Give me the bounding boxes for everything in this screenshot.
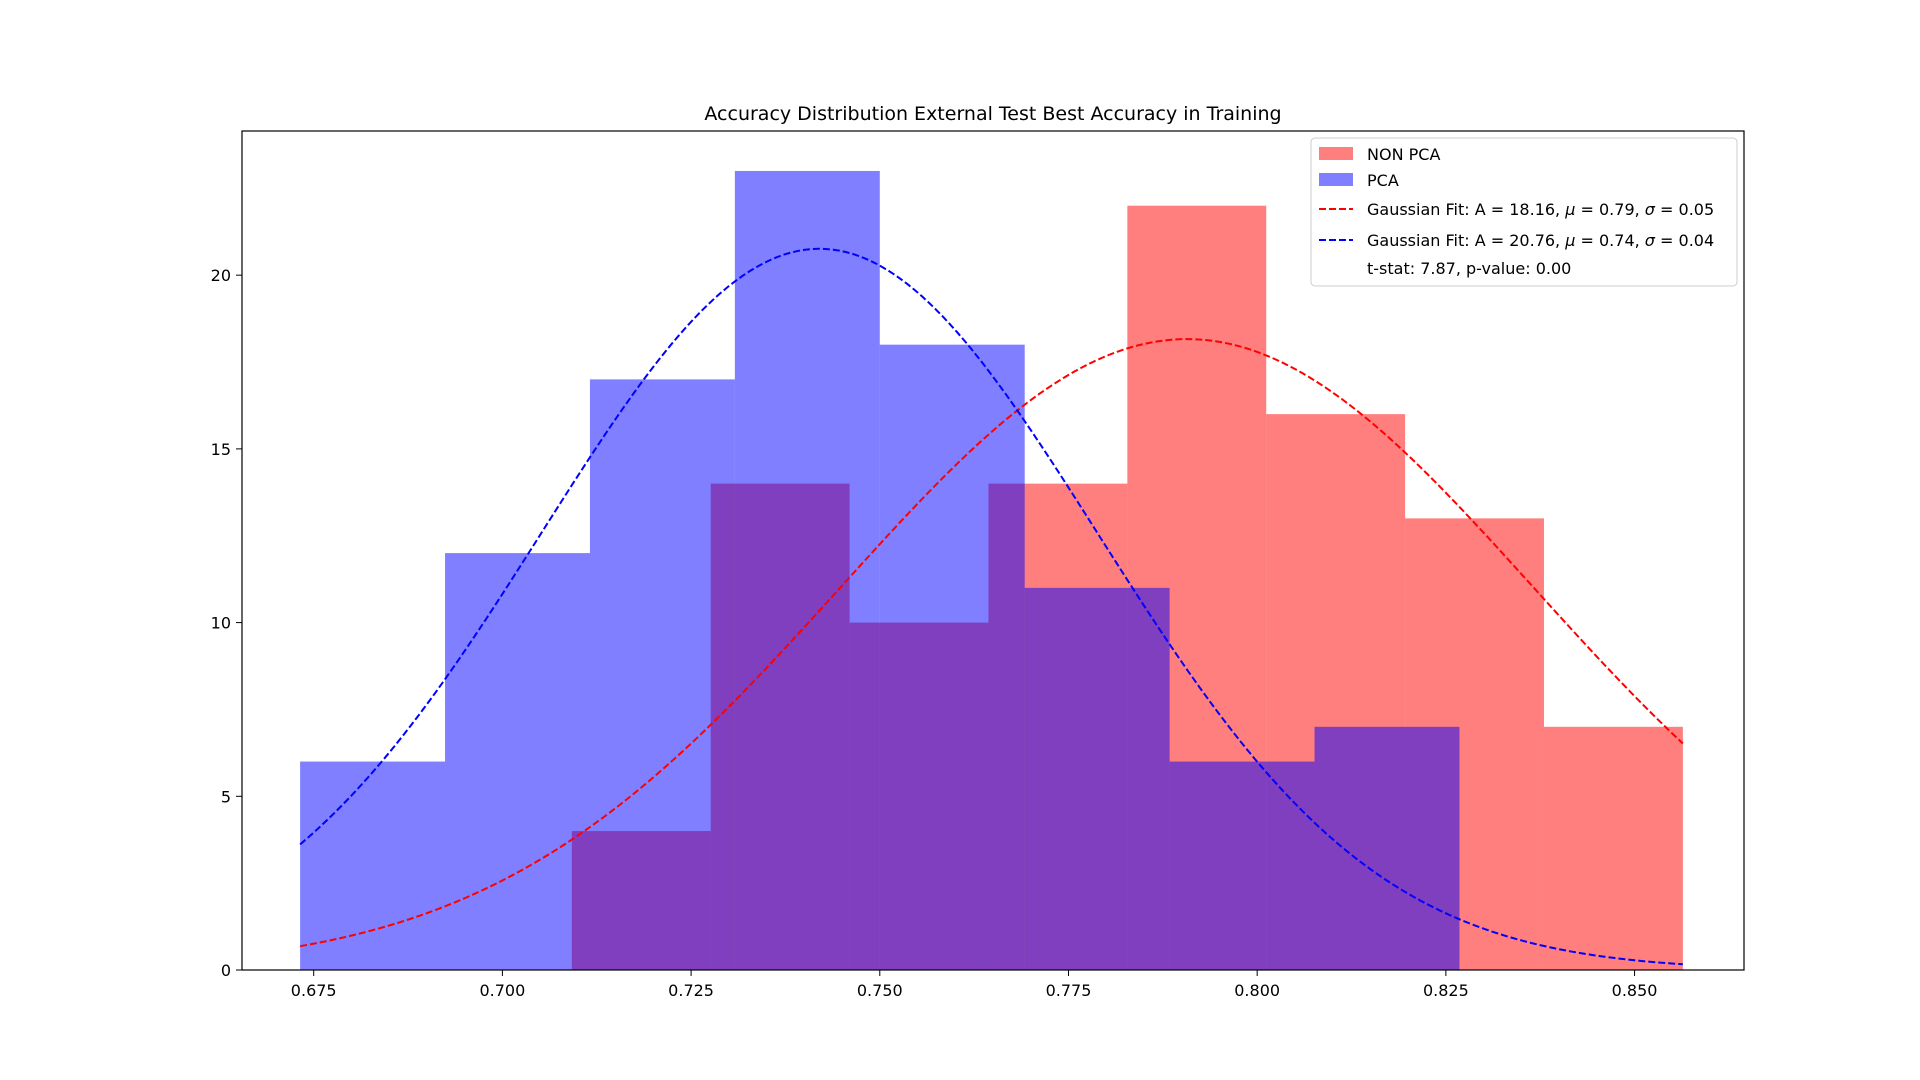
pca-bar-6 — [1169, 761, 1315, 970]
y-tick-label-4: 20 — [211, 266, 231, 285]
x-tick-label-5: 0.800 — [1234, 981, 1280, 1000]
y-tick-label-1: 5 — [221, 787, 231, 806]
non-pca-bar-7 — [1543, 726, 1683, 970]
x-tick-label-3: 0.750 — [857, 981, 903, 1000]
chart-title: Accuracy Distribution External Test Best… — [704, 103, 1281, 125]
y-axis: 0 5 10 15 20 — [211, 266, 242, 980]
pca-bar-5 — [1024, 587, 1170, 970]
x-tick-label-7: 0.850 — [1612, 981, 1658, 1000]
legend-label-2: Gaussian Fit: A = 18.16, μ = 0.79, σ = 0… — [1367, 200, 1714, 219]
gaussian-fit-line-2 — [299, 338, 1684, 948]
x-tick-label-2: 0.725 — [668, 981, 714, 1000]
legend: NON PCA PCA Gaussian Fit: A = 18.16, μ = 0… — [1310, 137, 1738, 287]
legend-swatch-0 — [1319, 147, 1353, 160]
y-tick-label-3: 15 — [211, 440, 231, 459]
legend-label-3: Gaussian Fit: A = 20.76, μ = 0.74, σ = 0… — [1367, 231, 1714, 250]
pca-bar-0 — [300, 761, 446, 970]
pca-bar-2 — [589, 379, 735, 970]
legend-swatch-1 — [1319, 173, 1353, 186]
x-tick-label-1: 0.700 — [479, 981, 525, 1000]
legend-box — [1310, 137, 1738, 287]
x-tick-label-4: 0.775 — [1046, 981, 1092, 1000]
x-tick-label-0: 0.675 — [291, 981, 337, 1000]
legend-label-0: NON PCA — [1367, 145, 1440, 164]
axes-frame — [241, 130, 1745, 971]
gaussian-fit-line-3 — [299, 247, 1683, 966]
pca-bar-7 — [1314, 726, 1460, 970]
y-tick-label-2: 10 — [211, 614, 231, 633]
y-tick-label-0: 0 — [221, 961, 231, 980]
plot-area — [299, 170, 1684, 971]
pca-bar-4 — [879, 344, 1025, 970]
legend-label-1: PCA — [1367, 171, 1399, 190]
pca-bar-3 — [734, 170, 880, 970]
pca-bar-1 — [445, 553, 590, 970]
x-tick-label-6: 0.825 — [1423, 981, 1469, 1000]
x-axis: 0.675 0.700 0.725 0.750 0.775 0.800 0.825 0.850 — [291, 970, 1658, 1000]
legend-label-4: t-stat: 7.87, p-value: 0.00 — [1367, 259, 1571, 278]
